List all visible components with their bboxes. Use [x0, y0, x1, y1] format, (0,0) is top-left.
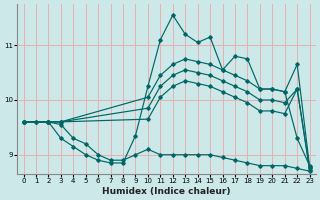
X-axis label: Humidex (Indice chaleur): Humidex (Indice chaleur)	[102, 187, 231, 196]
